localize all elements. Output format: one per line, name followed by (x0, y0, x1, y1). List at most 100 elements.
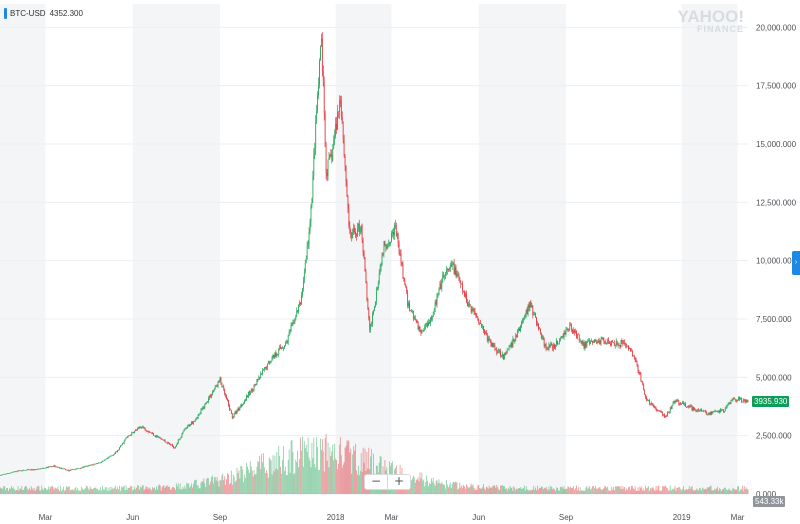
volume-bar (637, 487, 639, 494)
volume-bar (311, 442, 313, 494)
volume-bar (274, 455, 276, 494)
volume-bar (455, 481, 457, 494)
volume-bar (742, 490, 744, 494)
volume-bar (613, 490, 615, 494)
candle-body (640, 374, 642, 382)
horizontal-gridlines (0, 26, 748, 495)
candle-body (303, 272, 305, 281)
candle-body (385, 244, 387, 249)
candle-body (210, 395, 211, 398)
volume-bar (484, 490, 486, 494)
volume-bar (497, 487, 499, 494)
candle-body (57, 467, 59, 468)
candle-body (448, 268, 450, 270)
candle-body (553, 344, 555, 349)
candle-body (227, 398, 228, 401)
candle-body (562, 336, 564, 338)
volume-bar (610, 490, 611, 494)
volume-bar (248, 472, 250, 494)
volume-bar (540, 486, 542, 494)
candle-body (25, 470, 26, 471)
candle-body (514, 341, 516, 342)
volume-bar (451, 483, 453, 494)
volume-bar (729, 489, 731, 494)
volume-bar (525, 486, 527, 494)
chevron-right-icon[interactable]: › (792, 251, 800, 275)
volume-bar (734, 488, 736, 494)
volume-bar (346, 440, 348, 494)
volume-bar (100, 486, 101, 494)
volume-bar (163, 485, 165, 494)
candle-body (156, 435, 158, 438)
candle-body (418, 326, 420, 330)
candle-body (109, 456, 111, 458)
zoom-in-button[interactable]: + (387, 475, 410, 489)
candle-body (357, 227, 358, 237)
candle-body (33, 469, 35, 471)
volume-bar (146, 486, 148, 494)
candle-body (527, 305, 529, 315)
volume-bar (205, 487, 207, 494)
candle-body (91, 464, 93, 466)
candle-body (563, 332, 565, 338)
candle-body (32, 469, 34, 471)
zoom-out-button[interactable]: − (370, 474, 382, 488)
volume-bar (6, 488, 8, 494)
volume-bar (684, 490, 685, 494)
candle-body (31, 469, 33, 471)
candle-body (682, 402, 683, 404)
legend-price: 4352.300 (49, 9, 83, 18)
candle-body (434, 302, 436, 311)
candle-body (72, 469, 74, 470)
candle-body (724, 407, 726, 412)
candle-body (444, 275, 446, 277)
volume-bar (557, 490, 559, 494)
candle-body (471, 308, 473, 313)
volume-bar (264, 467, 265, 494)
candle-body (537, 323, 538, 325)
volume-bar (234, 481, 236, 494)
candle-body (487, 337, 489, 341)
candle-body (407, 292, 409, 306)
candle-body (557, 343, 559, 345)
candle-body (406, 286, 408, 293)
volume-bar (667, 490, 669, 494)
volume-bar (312, 458, 314, 494)
candle-body (190, 424, 191, 426)
candle-body (186, 428, 188, 429)
volume-bar (50, 486, 52, 494)
volume-bar (364, 448, 366, 494)
volume-bar (307, 437, 309, 494)
candle-body (375, 290, 377, 302)
candle-body (437, 294, 439, 296)
volume-bar (252, 476, 254, 494)
volume-bar (77, 488, 79, 494)
volume-bar (645, 485, 647, 494)
candle-body (318, 84, 319, 96)
volume-bar (340, 455, 342, 494)
volume-bar (679, 487, 681, 494)
candle-body (479, 322, 481, 324)
candle-body (659, 411, 661, 412)
candle-body (583, 343, 585, 349)
candle-body (270, 360, 272, 362)
volume-bar (454, 482, 456, 494)
volume-bar (682, 489, 683, 494)
volume-bar (286, 474, 288, 494)
volume-bar (721, 491, 722, 494)
candle-body (685, 406, 687, 408)
candle-body (602, 337, 604, 340)
candle-body (616, 341, 618, 345)
candle-body (636, 361, 638, 366)
volume-bar (442, 483, 444, 494)
candle-body (277, 354, 279, 355)
candle-body (192, 422, 193, 424)
candle-body (129, 435, 131, 436)
candle-body (651, 403, 653, 406)
volume-bar (280, 466, 282, 494)
volume-bar (147, 489, 149, 494)
candle-body (388, 243, 390, 245)
volume-bar (120, 490, 121, 494)
candle-body (494, 345, 496, 349)
